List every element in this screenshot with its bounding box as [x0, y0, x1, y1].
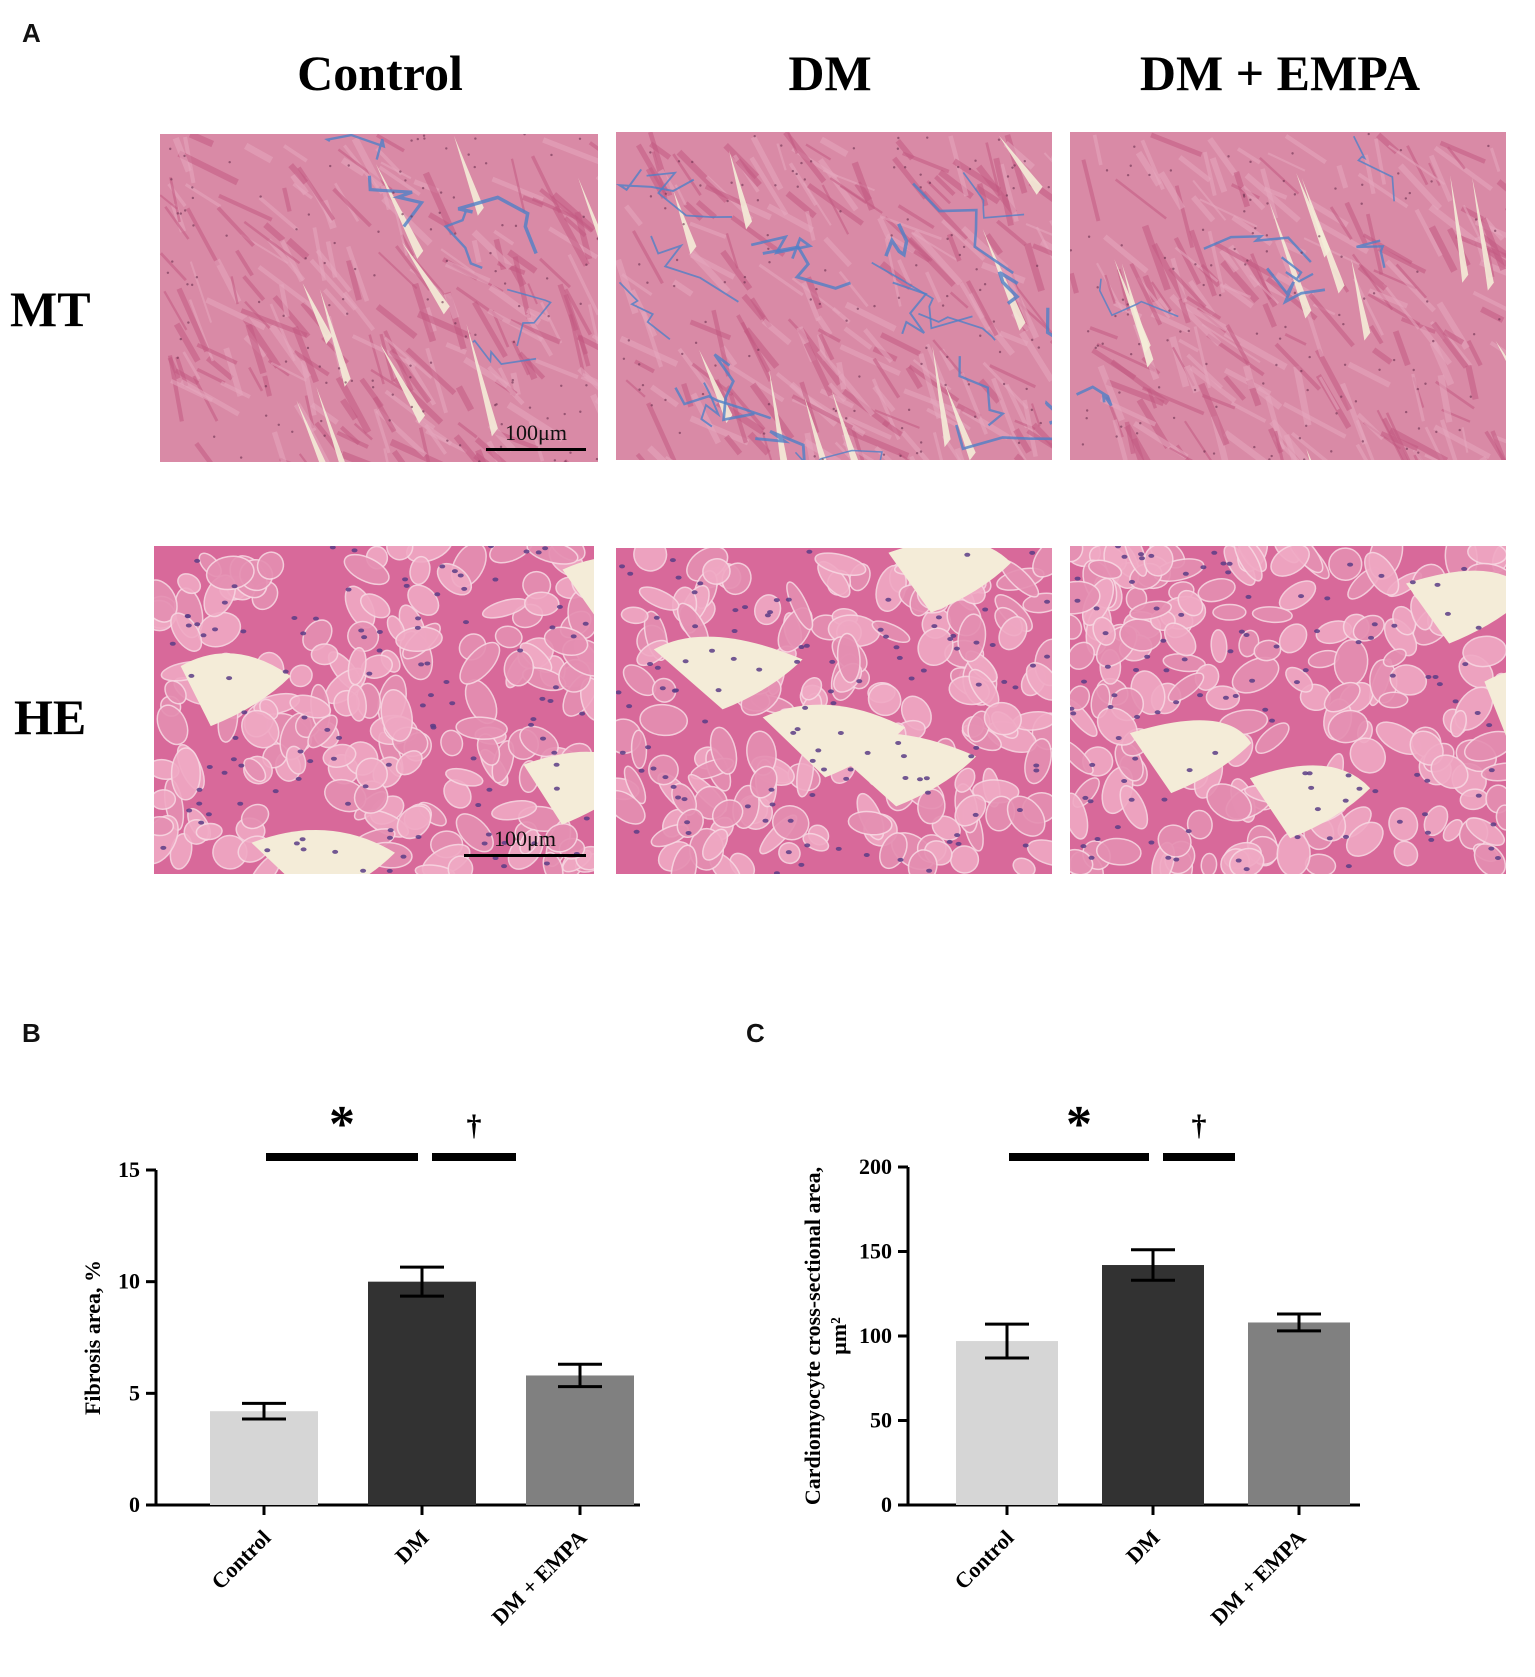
significance-line — [432, 1153, 516, 1161]
panel-a-letter: A — [22, 18, 41, 48]
y-tick-label: 10 — [118, 1269, 140, 1294]
x-tick-label: Control — [949, 1525, 1018, 1594]
scale-bar-line — [486, 448, 586, 451]
y-axis-label: Fibrosis area, % — [80, 1260, 105, 1415]
column-header-control: Control — [297, 45, 463, 101]
scale-bar-label: 100μm — [505, 420, 567, 445]
micrograph-he-control — [154, 546, 594, 874]
error-bar — [1277, 1312, 1321, 1333]
y-axis-label-unit: μm² — [826, 1317, 851, 1355]
error-bar — [558, 1362, 602, 1389]
column-header-dm-empa: DM + EMPA — [1139, 45, 1421, 101]
y-tick-label: 5 — [129, 1380, 140, 1405]
bar-control — [956, 1341, 1058, 1505]
column-header-dm: DM — [788, 45, 872, 101]
y-tick-label: 0 — [881, 1492, 892, 1517]
error-bar — [400, 1265, 444, 1298]
significance-line — [266, 1153, 418, 1161]
significance-line — [1163, 1153, 1235, 1161]
row-header-he: HE — [14, 689, 87, 745]
x-tick-label: DM + EMPA — [487, 1525, 592, 1630]
y-axis-label: Cardiomyocyte cross-sectional area, — [800, 1167, 825, 1505]
x-tick-label: DM — [390, 1525, 434, 1569]
micrograph-mt-dm-empa — [1070, 132, 1506, 460]
cardiomyocyte-area-chart: 0 50 100 150 200 Cardiomyocyte cross-sectiona… — [800, 1096, 1360, 1630]
significance-marker: † — [1192, 1109, 1207, 1142]
bar-dm-empa — [526, 1375, 634, 1505]
scale-bar-mt: 100μm — [486, 420, 586, 454]
x-tick-label: DM — [1121, 1525, 1165, 1569]
micrograph-mt-dm — [616, 132, 1052, 460]
scale-bar-he: 100μm — [464, 826, 586, 860]
row-header-mt: MT — [10, 281, 91, 337]
bar-dm-empa — [1248, 1322, 1350, 1505]
x-tick-label: DM + EMPA — [1206, 1525, 1311, 1630]
micrograph-mt-control — [160, 134, 598, 462]
scale-bar-line — [464, 854, 586, 857]
fibrosis-area-chart: 0 5 10 15 Fibrosis area, % Control DM DM + EMPA… — [80, 1096, 640, 1630]
significance-marker: † — [467, 1109, 482, 1142]
x-tick-label: Control — [206, 1525, 275, 1594]
micrograph-he-dm-empa — [1070, 546, 1506, 874]
scale-bar-label: 100μm — [494, 826, 556, 851]
significance-marker: * — [329, 1096, 355, 1153]
y-tick-label: 150 — [859, 1239, 892, 1264]
bar-dm — [1102, 1265, 1204, 1505]
significance-marker: * — [1066, 1096, 1092, 1153]
error-bar — [1131, 1248, 1175, 1282]
micrograph-he-dm — [616, 548, 1052, 874]
y-tick-label: 0 — [129, 1492, 140, 1517]
panel-b-letter: B — [22, 1018, 41, 1048]
bar-control — [210, 1411, 318, 1505]
y-tick-label: 200 — [859, 1154, 892, 1179]
panel-c-letter: C — [746, 1018, 765, 1048]
bar-dm — [368, 1281, 476, 1505]
y-tick-label: 100 — [859, 1323, 892, 1348]
error-bar — [242, 1401, 286, 1421]
significance-line — [1009, 1153, 1149, 1161]
y-tick-label: 15 — [118, 1157, 140, 1182]
y-tick-label: 50 — [870, 1408, 892, 1433]
error-bar — [985, 1322, 1029, 1360]
